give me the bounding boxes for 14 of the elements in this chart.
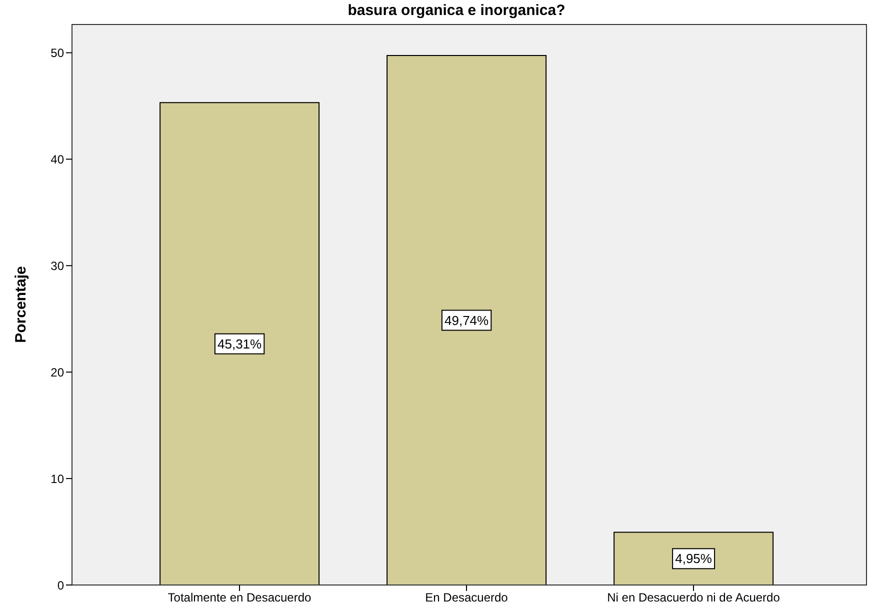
- y-axis-title: Porcentaje: [12, 266, 30, 343]
- data-label: 45,31%: [218, 336, 262, 352]
- x-tick-label: Ni en Desacuerdo ni de Acuerdo: [607, 590, 780, 605]
- x-tick-label: En Desacuerdo: [425, 590, 508, 605]
- y-tick-label: 40: [50, 152, 64, 166]
- chart-title: basura organica e inorganica?: [346, 2, 566, 19]
- y-tick-label: 20: [50, 365, 64, 380]
- data-label: 49,74%: [444, 312, 490, 328]
- y-tick-label: 50: [50, 46, 64, 60]
- data-label: 4,95%: [675, 551, 712, 566]
- y-tick-label: 10: [50, 472, 64, 486]
- x-tick-label: Totalmente en Desacuerdo: [168, 590, 312, 605]
- y-tick-label: 30: [50, 258, 64, 273]
- y-tick-label: 0: [57, 578, 64, 592]
